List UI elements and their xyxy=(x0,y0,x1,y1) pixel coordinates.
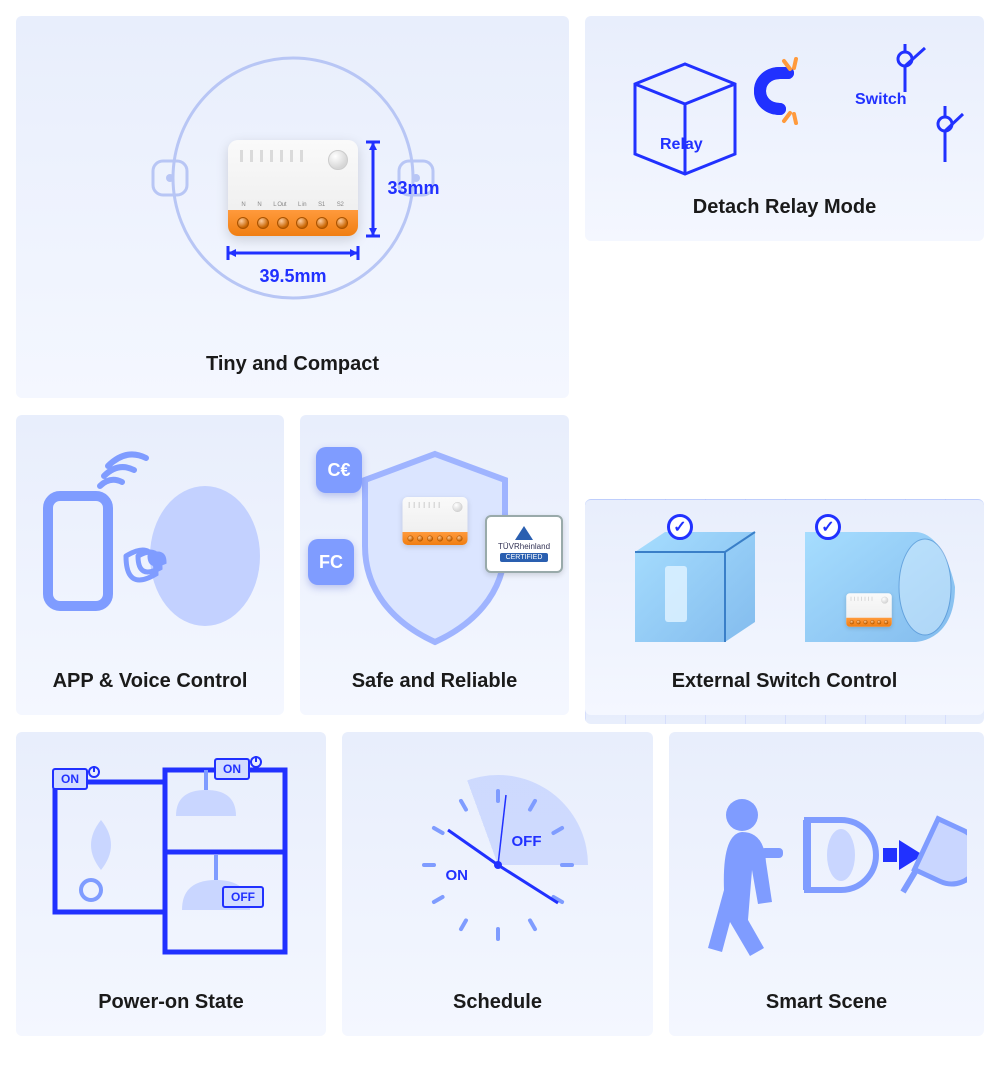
on-tag: ON xyxy=(214,758,250,780)
card-app-voice: APP & Voice Control xyxy=(16,415,284,715)
on-tag: ON xyxy=(52,768,88,790)
detach-icon: Relay xyxy=(605,34,965,184)
card-external-switch: External Switch Control xyxy=(585,500,984,715)
off-tag: OFF xyxy=(222,886,264,908)
app-illustration xyxy=(26,429,274,662)
safe-title: Safe and Reliable xyxy=(352,670,518,693)
schedule-title: Schedule xyxy=(453,991,542,1014)
app-voice-icon xyxy=(30,446,270,646)
smart-scene-icon xyxy=(687,770,967,960)
card-smart-scene: Smart Scene xyxy=(669,732,984,1036)
mini-device-icon xyxy=(402,497,467,545)
check-icon xyxy=(667,514,693,540)
power-illustration: ON ON OFF xyxy=(26,746,316,983)
external-illustration xyxy=(595,512,974,662)
tuv-tag: CERTIFIED xyxy=(500,553,549,562)
schedule-off-label: OFF xyxy=(512,833,542,850)
tuv-badge: TÜVRheinland CERTIFIED xyxy=(485,515,563,573)
floorplan-icon xyxy=(41,760,301,970)
card-power-on-state: ON ON OFF Power-on State xyxy=(16,732,326,1036)
tiny-illustration: N N L Out L in S1 S2 39.5mm xyxy=(26,30,559,345)
card-safe-reliable: C€ FC TÜVRheinland CERTIFIED Safe and Re… xyxy=(300,415,569,715)
detach-illustration: Relay xyxy=(595,30,974,188)
external-title: External Switch Control xyxy=(672,670,898,693)
card-schedule: ON OFF Schedule xyxy=(342,732,653,1036)
svg-text:Switch: Switch xyxy=(855,91,907,108)
check-icon xyxy=(815,514,841,540)
height-dimension-icon xyxy=(360,134,390,244)
ce-badge: C€ xyxy=(316,447,362,493)
scene-title: Smart Scene xyxy=(766,991,887,1014)
card-detach-relay: Relay xyxy=(585,16,984,241)
detach-title: Detach Relay Mode xyxy=(693,196,876,219)
relay-label: Relay xyxy=(660,136,703,153)
safe-illustration: C€ FC TÜVRheinland CERTIFIED xyxy=(310,429,559,662)
power-title: Power-on State xyxy=(98,991,244,1014)
card-tiny-compact: N N L Out L in S1 S2 39.5mm xyxy=(16,16,569,398)
clock-hands-icon xyxy=(408,775,588,955)
fcc-badge: FC xyxy=(308,539,354,585)
schedule-illustration: ON OFF xyxy=(352,746,643,983)
schedule-on-label: ON xyxy=(446,867,469,884)
width-label: 39.5mm xyxy=(260,266,327,287)
tuv-text: TÜVRheinland xyxy=(498,542,550,551)
tiny-title: Tiny and Compact xyxy=(206,353,379,376)
switch-boxes-icon xyxy=(605,512,965,662)
scene-illustration xyxy=(679,746,974,983)
height-label: 33mm xyxy=(388,178,440,199)
sonoff-device-icon: N N L Out L in S1 S2 xyxy=(228,140,358,236)
mini-device-icon xyxy=(846,593,892,627)
app-title: APP & Voice Control xyxy=(53,670,248,693)
